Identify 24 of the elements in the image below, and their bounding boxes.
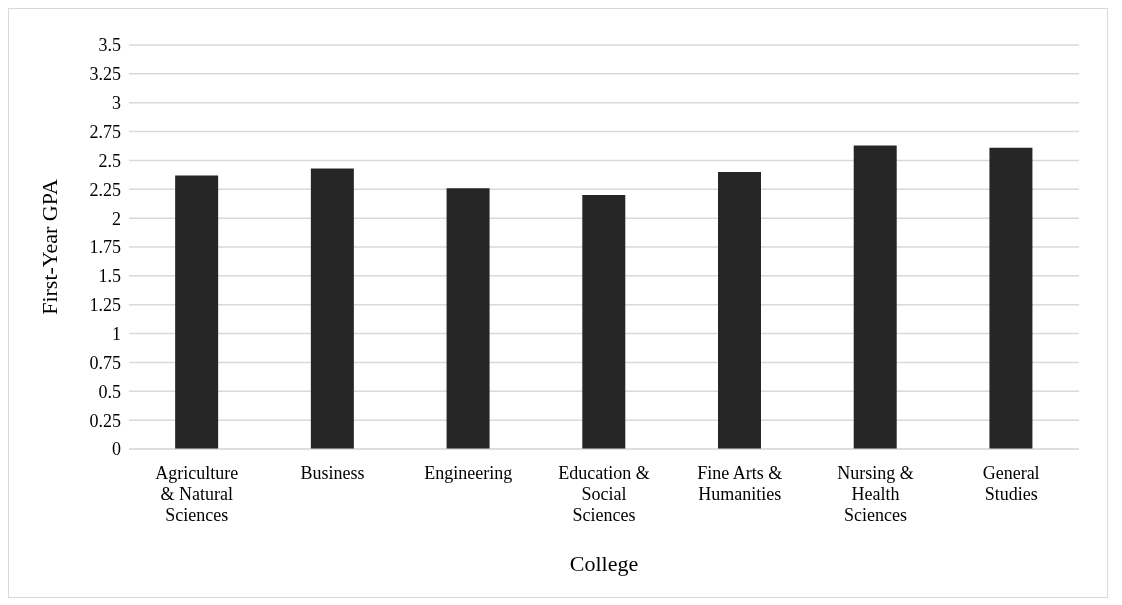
y-axis-title: First-Year GPA [36,179,62,315]
x-tick-label: Education & Social Sciences [558,463,650,525]
x-tick-label: General Studies [982,463,1040,504]
y-tick-label: 2.75 [89,121,121,142]
y-tick-label: 1.25 [89,295,121,316]
y-tick-label: 3.5 [98,35,121,56]
x-tick-label: Business [300,463,365,483]
y-tick-label: 2.5 [98,150,121,171]
y-tick-label: 1.75 [89,237,121,258]
x-tick-label: Fine Arts & Humanities [697,463,783,504]
x-tick-label: Agriculture & Natural Sciences [155,463,239,525]
x-axis-title: College [569,551,639,576]
y-tick-label: 2.25 [89,179,121,200]
y-tick-label: 0.25 [89,410,121,431]
y-tick-label: 0 [112,439,121,460]
y-tick-label: 2 [112,208,121,229]
y-tick-label: 0.5 [98,381,121,402]
y-tick-label: 3.25 [89,64,121,85]
y-tick-label: 1.5 [98,266,121,287]
y-tick-label: 3 [112,93,121,114]
x-tick-label: Engineering [424,463,513,483]
x-tick-label: Nursing & Health Sciences [837,463,914,525]
y-tick-label: 0.75 [89,352,121,373]
y-tick-label: 1 [112,323,121,344]
